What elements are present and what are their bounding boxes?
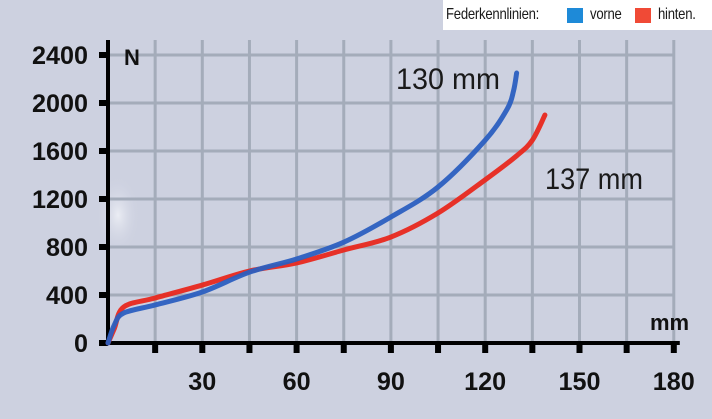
y-tick: [99, 52, 108, 58]
y-tick: [99, 148, 108, 154]
grid-lines: [108, 40, 676, 343]
x-tick: [199, 343, 206, 353]
legend-label-hinten: hinten.: [658, 6, 696, 23]
x-tick: [387, 343, 394, 353]
y-tick-label: 0: [74, 330, 88, 358]
x-tick: [529, 343, 536, 353]
legend-swatch-vorne: [566, 7, 583, 23]
x-tick-label: 180: [653, 368, 695, 396]
x-tick: [670, 343, 677, 353]
y-tick-label: 800: [46, 234, 88, 262]
y-tick-label: 400: [46, 282, 88, 310]
x-axis-unit: mm: [650, 310, 689, 335]
series-line-vorne: [105, 70, 520, 346]
y-tick-label: 2000: [32, 90, 88, 118]
background-glow: [96, 175, 140, 255]
legend-swatch-hinten: [635, 7, 652, 23]
x-tick-label: 120: [464, 368, 506, 396]
legend-title: Federkennlinien:: [446, 6, 540, 23]
axes: [99, 40, 680, 353]
x-tick: [293, 343, 300, 353]
y-tick: [99, 292, 108, 298]
x-tick: [435, 343, 442, 353]
annotation-rear-travel: 137 mm: [545, 163, 643, 196]
x-tick-label: 150: [559, 368, 601, 396]
tick-labels: 0 400 800 1200 1600 2000 2400 30 60 90 120 150 180: [32, 42, 695, 396]
annotation-front-travel: 130 mm: [396, 63, 500, 96]
series-line-hinten: [105, 112, 548, 346]
y-tick: [99, 244, 108, 250]
y-tick: [99, 196, 108, 202]
y-tick: [99, 100, 108, 106]
y-tick-label: 1200: [32, 186, 88, 214]
x-tick: [623, 343, 630, 353]
chart-legend: Federkennlinien: vorne hinten.: [443, 0, 712, 30]
x-tick-label: 30: [188, 368, 216, 396]
x-tick: [576, 343, 583, 353]
y-tick: [99, 340, 108, 346]
legend-label-vorne: vorne: [589, 6, 622, 23]
x-tick: [482, 343, 489, 353]
y-tick-label: 1600: [32, 138, 88, 166]
y-axis-unit: N: [124, 45, 140, 70]
x-tick-label: 60: [283, 368, 311, 396]
x-tick: [340, 343, 347, 353]
y-tick-label: 2400: [32, 42, 88, 70]
x-tick: [152, 343, 159, 353]
x-tick: [246, 343, 253, 353]
data-series: [105, 70, 548, 346]
x-tick-label: 90: [377, 368, 405, 396]
